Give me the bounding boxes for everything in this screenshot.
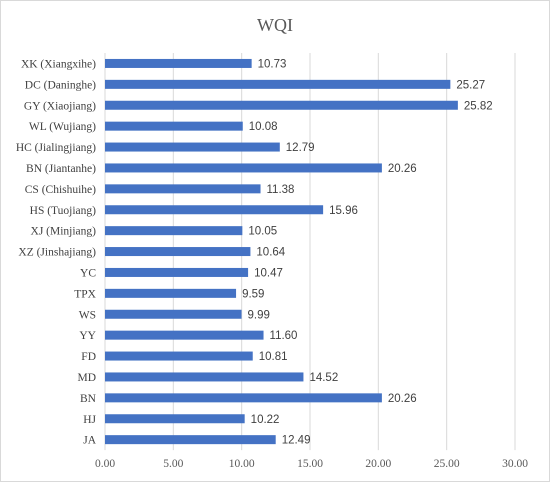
category-label: WS xyxy=(79,309,96,321)
bar xyxy=(105,121,243,131)
data-label: 9.59 xyxy=(242,288,264,300)
bar xyxy=(105,226,243,236)
x-tick-label: 15.00 xyxy=(297,458,323,470)
bar xyxy=(105,58,252,68)
bar xyxy=(105,372,304,382)
data-label: 25.27 xyxy=(456,79,485,91)
category-label: GY (Xiaojiang) xyxy=(24,100,96,112)
bar xyxy=(105,351,253,361)
category-label: TPX xyxy=(74,288,96,300)
data-label: 10.64 xyxy=(256,247,285,259)
data-label: 10.22 xyxy=(251,414,280,426)
chart-title: WQI xyxy=(257,15,293,35)
category-label: WL (Wujiang) xyxy=(29,121,96,133)
bar xyxy=(105,163,382,173)
data-labels: 10.73 25.27 25.82 10.08 12.79 20.26 11.38 15.96… xyxy=(242,58,493,446)
data-label: 14.52 xyxy=(309,372,338,384)
bar xyxy=(105,288,237,298)
bar xyxy=(105,184,261,194)
category-label: BN (Jiantanhe) xyxy=(26,163,96,175)
bars xyxy=(105,58,458,445)
category-label: DC (Daninghe) xyxy=(25,79,96,91)
data-label: 11.60 xyxy=(270,330,298,342)
data-label: 12.49 xyxy=(282,435,311,447)
data-label: 12.79 xyxy=(286,142,315,154)
category-label: JA xyxy=(83,435,96,447)
bar xyxy=(105,100,458,110)
x-tick-label: 20.00 xyxy=(365,458,391,470)
category-labels: XK (Xiangxihe) DC (Daninghe) GY (Xiaojiang… xyxy=(16,58,97,446)
category-label: CS (Chishuihe) xyxy=(25,184,96,196)
category-label: MD xyxy=(77,372,96,384)
x-tick-label: 25.00 xyxy=(434,458,460,470)
category-label: HC (Jialingjiang) xyxy=(16,142,96,154)
category-label: XZ (Jinshajiang) xyxy=(18,247,96,259)
data-label: 10.73 xyxy=(258,58,287,70)
category-label: HJ xyxy=(83,414,96,426)
data-label: 20.26 xyxy=(388,393,417,405)
category-label: YY xyxy=(79,330,96,342)
category-label: XJ (Minjiang) xyxy=(31,226,97,238)
data-label: 10.81 xyxy=(259,351,288,363)
x-tick-label: 10.00 xyxy=(229,458,255,470)
x-tick-label: 5.00 xyxy=(163,458,183,470)
bar xyxy=(105,142,280,152)
bar xyxy=(105,414,245,424)
data-label: 11.38 xyxy=(267,184,295,196)
bar xyxy=(105,309,242,319)
category-label: BN xyxy=(80,393,97,405)
x-tick-label: 30.00 xyxy=(502,458,528,470)
data-label: 10.05 xyxy=(248,226,277,238)
data-label: 10.08 xyxy=(249,121,278,133)
bar xyxy=(105,267,249,277)
gridlines xyxy=(104,53,516,451)
bar xyxy=(105,435,276,445)
data-label: 15.96 xyxy=(329,205,358,217)
category-label: FD xyxy=(81,351,96,363)
category-label: HS (Tuojiang) xyxy=(30,205,97,217)
x-tick-label: 0.00 xyxy=(95,458,115,470)
category-label: XK (Xiangxihe) xyxy=(21,58,96,70)
bar xyxy=(105,330,264,340)
bar xyxy=(105,79,451,89)
data-label: 20.26 xyxy=(388,163,417,175)
bar xyxy=(105,393,382,403)
data-label: 10.47 xyxy=(254,267,283,279)
bar xyxy=(105,205,324,215)
x-axis-ticks: 0.00 5.00 10.00 15.00 20.00 25.00 30.00 xyxy=(95,458,528,470)
data-label: 25.82 xyxy=(464,100,493,112)
category-label: YC xyxy=(80,267,96,279)
bar xyxy=(105,247,251,257)
data-label: 9.99 xyxy=(248,309,270,321)
